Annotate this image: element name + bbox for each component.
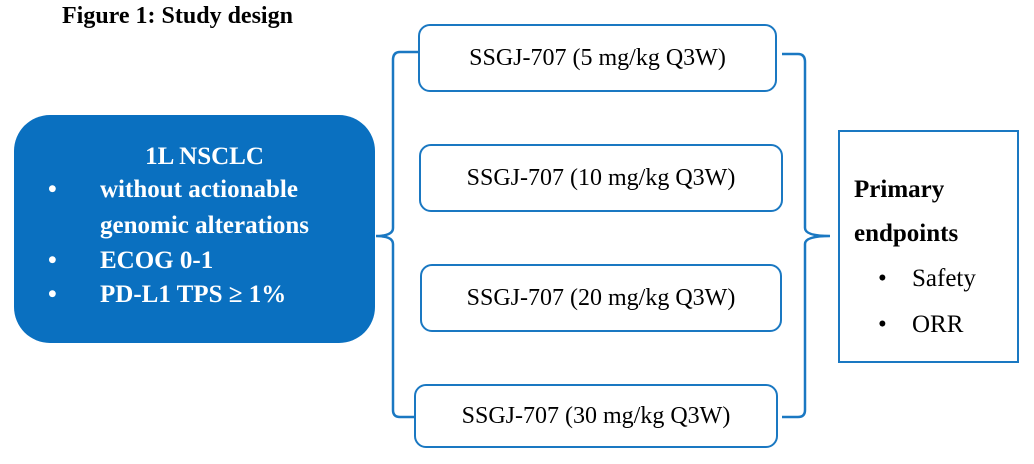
criterion-item: • PD-L1 TPS ≥ 1% [14,278,375,312]
endpoints-heading-1: Primary [854,176,945,203]
arm-box-10mg: SSGJ-707 (10 mg/kg Q3W) [419,144,783,212]
bullet: • [48,176,57,203]
arm-box-30mg: SSGJ-707 (30 mg/kg Q3W) [414,384,778,448]
criterion-item: • without actionable genomic alterations [14,172,375,244]
bullet: • [878,311,887,338]
endpoint-text: Safety [912,265,976,292]
bullet: • [48,281,57,308]
endpoint-item: • Safety [854,256,1017,302]
criterion-text: ECOG 0-1 [100,247,214,274]
figure-title: Figure 1: Study design [62,3,293,29]
bullet: • [878,265,887,292]
right-bracket [782,52,831,419]
endpoint-text: ORR [912,311,964,338]
endpoints-box: Primary endpoints • Safety • ORR [838,130,1019,363]
criterion-text: PD-L1 TPS ≥ 1% [100,281,287,308]
criterion-item: • ECOG 0-1 [14,244,375,278]
left-bracket [375,50,418,419]
arm-box-5mg: SSGJ-707 (5 mg/kg Q3W) [418,24,777,92]
endpoints-heading-2: endpoints [854,220,959,247]
population-heading: 1L NSCLC [145,143,264,170]
endpoint-item: • ORR [854,302,1017,348]
population-box: 1L NSCLC • without actionable genomic alt… [14,115,375,343]
arm-box-20mg: SSGJ-707 (20 mg/kg Q3W) [420,264,782,332]
criterion-text: without actionable genomic alterations [100,176,309,239]
bullet: • [48,247,57,274]
